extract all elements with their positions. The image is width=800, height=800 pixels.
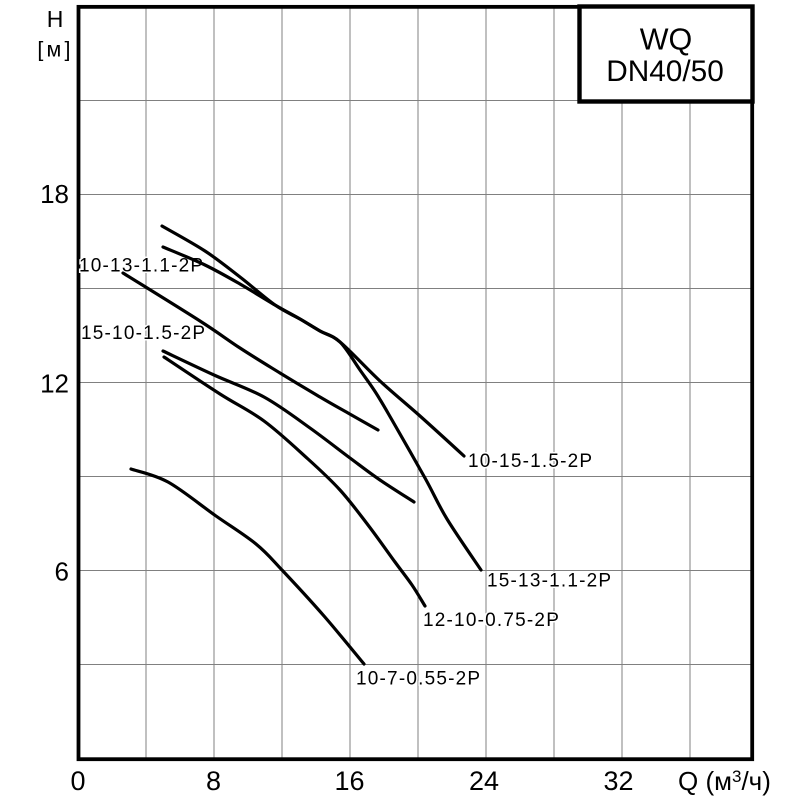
svg-text:8: 8	[206, 766, 221, 796]
svg-text:[м]: [м]	[37, 38, 73, 62]
svg-text:H: H	[47, 6, 64, 32]
svg-text:10-13-1.1-2P: 10-13-1.1-2P	[79, 256, 204, 277]
svg-text:15-10-1.5-2P: 15-10-1.5-2P	[81, 323, 206, 344]
svg-text:12-10-0.75-2P: 12-10-0.75-2P	[423, 610, 560, 631]
svg-text:6: 6	[55, 557, 69, 587]
svg-text:10-13-1.1-2P: 10-13-1.1-2P	[79, 256, 204, 277]
svg-text:10-7-0.55-2P: 10-7-0.55-2P	[356, 669, 481, 690]
svg-text:10-15-1.5-2P: 10-15-1.5-2P	[468, 451, 593, 472]
svg-text:Q (м3/ч): Q (м3/ч)	[678, 766, 771, 796]
svg-text:WQ: WQ	[640, 23, 693, 57]
svg-text:18: 18	[40, 179, 69, 209]
svg-text:16: 16	[334, 766, 364, 796]
svg-text:12: 12	[40, 369, 69, 399]
svg-text:32: 32	[603, 766, 633, 796]
svg-text:15-13-1.1-2P: 15-13-1.1-2P	[487, 571, 612, 592]
svg-text:10-7-0.55-2P: 10-7-0.55-2P	[356, 669, 481, 690]
svg-text:12-10-0.75-2P: 12-10-0.75-2P	[423, 610, 560, 631]
svg-text:0: 0	[70, 766, 85, 796]
svg-text:DN40/50: DN40/50	[606, 55, 724, 88]
svg-text:15-13-1.1-2P: 15-13-1.1-2P	[487, 571, 612, 592]
svg-text:10-15-1.5-2P: 10-15-1.5-2P	[468, 451, 593, 472]
svg-text:15-10-1.5-2P: 15-10-1.5-2P	[81, 323, 206, 344]
svg-text:24: 24	[469, 766, 499, 796]
